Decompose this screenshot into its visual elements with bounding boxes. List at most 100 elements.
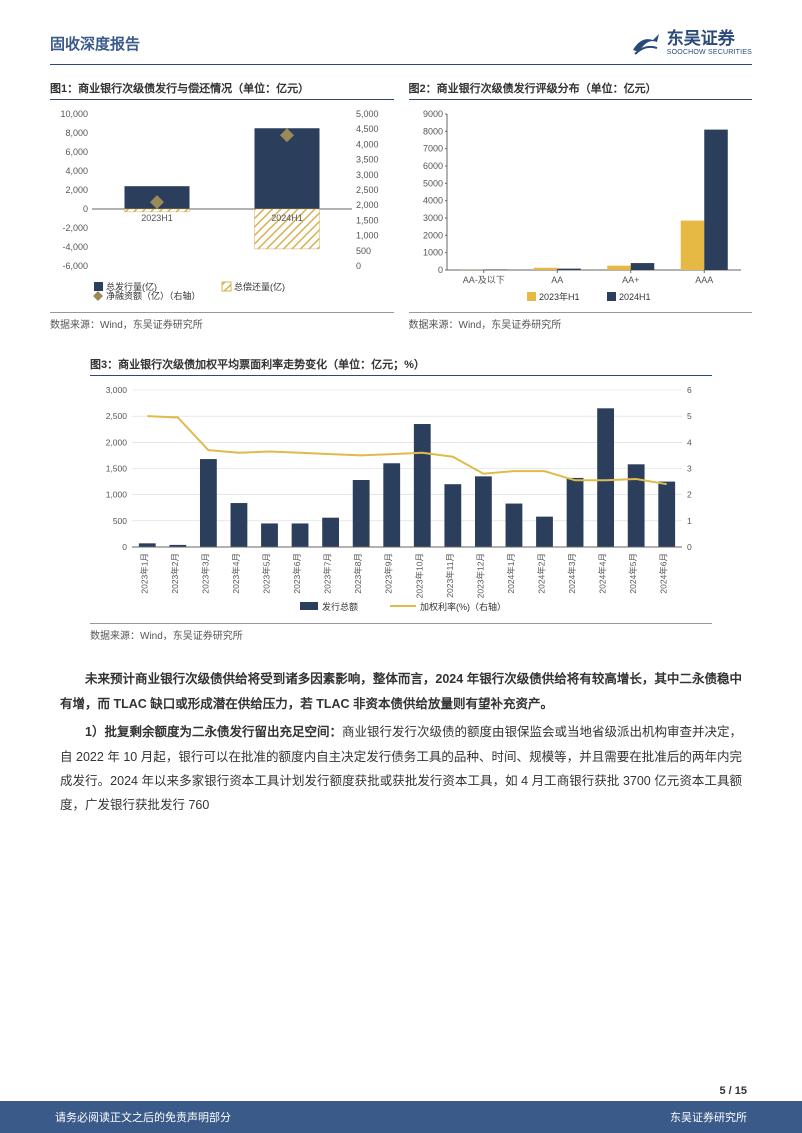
svg-text:-6,000: -6,000 — [62, 261, 88, 271]
chart1-container: 图1：商业银行次级债发行与偿还情况（单位：亿元） -6,000 -4,000 -2,… — [50, 80, 394, 331]
svg-text:3000: 3000 — [422, 213, 442, 223]
svg-text:净融资额（亿）（右轴）: 净融资额（亿）（右轴） — [106, 290, 201, 301]
svg-text:2024年1月: 2024年1月 — [506, 553, 516, 594]
chart3-source: 数据来源：Wind，东吴证券研究所 — [90, 623, 712, 642]
svg-text:2023年1月: 2023年1月 — [139, 553, 149, 594]
svg-text:1,000: 1,000 — [106, 490, 128, 500]
svg-text:2023年8月: 2023年8月 — [353, 553, 363, 594]
svg-text:2024年6月: 2024年6月 — [659, 553, 669, 594]
svg-text:2,000: 2,000 — [65, 185, 88, 195]
chart1-svg: -6,000 -4,000 -2,000 0 2,000 4,000 6,000 8,000 1… — [50, 108, 390, 308]
svg-text:5,000: 5,000 — [356, 109, 379, 119]
svg-text:AA+: AA+ — [622, 275, 639, 285]
svg-text:500: 500 — [356, 246, 371, 256]
svg-text:-4,000: -4,000 — [62, 242, 88, 252]
svg-text:2023年10月: 2023年10月 — [414, 553, 424, 598]
chart1-source: 数据来源：Wind，东吴证券研究所 — [50, 312, 394, 331]
page-header: 固收深度报告 东吴证券 SOOCHOW SECURITIES — [50, 30, 752, 56]
svg-text:-2,000: -2,000 — [62, 223, 88, 233]
svg-text:2023年4月: 2023年4月 — [231, 553, 241, 594]
chart2-source: 数据来源：Wind，东吴证券研究所 — [409, 312, 753, 331]
svg-text:0: 0 — [83, 204, 88, 214]
svg-text:4,500: 4,500 — [356, 125, 379, 135]
svg-text:2,500: 2,500 — [106, 412, 128, 422]
svg-text:发行总额: 发行总额 — [322, 601, 358, 612]
chart2-svg: 0 1000 2000 3000 4000 5000 6000 7000 8000 9000 AA-… — [409, 108, 749, 308]
footer-disclaimer: 请务必阅读正文之后的免责声明部分 — [55, 1109, 231, 1125]
chart1-title: 图1：商业银行次级债发行与偿还情况（单位：亿元） — [50, 80, 394, 100]
svg-text:2,000: 2,000 — [356, 201, 379, 211]
logo-cn-text: 东吴证券 — [667, 30, 752, 49]
svg-text:500: 500 — [113, 516, 127, 526]
svg-text:1,500: 1,500 — [106, 464, 128, 474]
svg-text:1: 1 — [687, 516, 692, 526]
svg-text:3: 3 — [687, 464, 692, 474]
svg-text:总偿还量(亿): 总偿还量(亿) — [234, 281, 285, 292]
svg-text:2024H1: 2024H1 — [619, 292, 651, 302]
svg-text:9000: 9000 — [422, 109, 442, 119]
svg-text:2023年2月: 2023年2月 — [170, 553, 180, 594]
logo-en-text: SOOCHOW SECURITIES — [667, 49, 752, 57]
svg-text:2024H1: 2024H1 — [271, 213, 303, 223]
svg-text:4: 4 — [687, 438, 692, 448]
svg-text:8000: 8000 — [422, 127, 442, 137]
svg-text:2023年9月: 2023年9月 — [384, 553, 394, 594]
svg-text:6,000: 6,000 — [65, 147, 88, 157]
svg-text:3,500: 3,500 — [356, 155, 379, 165]
svg-text:4000: 4000 — [422, 196, 442, 206]
svg-text:加权利率(%)（右轴）: 加权利率(%)（右轴） — [420, 601, 506, 612]
svg-text:2024年2月: 2024年2月 — [537, 553, 547, 594]
logo-icon — [631, 30, 661, 56]
footer-institute: 东吴证券研究所 — [670, 1109, 747, 1125]
svg-text:2024年3月: 2024年3月 — [567, 553, 577, 594]
paragraph-1: 未来预计商业银行次级债供给将受到诸多因素影响，整体而言，2024 年银行次级债供… — [60, 667, 742, 716]
svg-text:6000: 6000 — [422, 161, 442, 171]
svg-text:0: 0 — [437, 265, 442, 275]
svg-text:2023年3月: 2023年3月 — [200, 553, 210, 594]
svg-text:2000: 2000 — [422, 231, 442, 241]
page-footer: 5 / 15 请务必阅读正文之后的免责声明部分 东吴证券研究所 — [0, 1081, 802, 1133]
svg-text:2024年4月: 2024年4月 — [598, 553, 608, 594]
svg-text:2: 2 — [687, 490, 692, 500]
svg-text:5: 5 — [687, 412, 692, 422]
svg-text:1000: 1000 — [422, 248, 442, 258]
chart3-svg: 0 500 1,000 1,500 2,000 2,500 3,000 0 1 2 3 4 5 6 2023… — [90, 384, 710, 619]
svg-text:1,500: 1,500 — [356, 216, 379, 226]
svg-text:2023年11月: 2023年11月 — [445, 553, 455, 598]
svg-text:3,000: 3,000 — [106, 385, 128, 395]
svg-text:2023年5月: 2023年5月 — [262, 553, 272, 594]
svg-text:3,000: 3,000 — [356, 170, 379, 180]
svg-text:AAA: AAA — [695, 275, 713, 285]
svg-text:2023年6月: 2023年6月 — [292, 553, 302, 594]
svg-text:2023年7月: 2023年7月 — [323, 553, 333, 594]
chart2-container: 图2：商业银行次级债发行评级分布（单位：亿元） 0 1000 2000 3000 400… — [409, 80, 753, 331]
svg-text:2,500: 2,500 — [356, 185, 379, 195]
svg-text:2023年H1: 2023年H1 — [539, 291, 580, 302]
svg-text:0: 0 — [687, 542, 692, 552]
report-title: 固收深度报告 — [50, 33, 140, 54]
svg-text:2023年12月: 2023年12月 — [475, 553, 485, 598]
svg-text:6: 6 — [687, 385, 692, 395]
charts-top-row: 图1：商业银行次级债发行与偿还情况（单位：亿元） -6,000 -4,000 -2,… — [50, 80, 752, 331]
svg-text:8,000: 8,000 — [65, 128, 88, 138]
list-item-1: 1）批复剩余额度为二永债发行留出充足空间：商业银行发行次级债的额度由银保监会或当… — [60, 720, 742, 818]
chart2-title: 图2：商业银行次级债发行评级分布（单位：亿元） — [409, 80, 753, 100]
svg-text:2024年5月: 2024年5月 — [628, 553, 638, 594]
body-text: 未来预计商业银行次级债供给将受到诸多因素影响，整体而言，2024 年银行次级债供… — [50, 657, 752, 817]
svg-text:4,000: 4,000 — [65, 166, 88, 176]
svg-text:2,000: 2,000 — [106, 438, 128, 448]
svg-text:5000: 5000 — [422, 179, 442, 189]
svg-text:0: 0 — [122, 542, 127, 552]
list-item-1-label: 1）批复剩余额度为二永债发行留出充足空间： — [85, 725, 342, 739]
svg-text:AA-及以下: AA-及以下 — [462, 275, 504, 285]
chart3-title: 图3：商业银行次级债加权平均票面利率走势变化（单位：亿元；%） — [90, 356, 712, 376]
svg-text:2023H1: 2023H1 — [141, 213, 173, 223]
header-divider — [50, 64, 752, 65]
svg-text:4,000: 4,000 — [356, 140, 379, 150]
company-logo: 东吴证券 SOOCHOW SECURITIES — [631, 30, 752, 56]
svg-text:10,000: 10,000 — [60, 109, 88, 119]
chart3-container: 图3：商业银行次级债加权平均票面利率走势变化（单位：亿元；%） 0 500 1,00… — [50, 356, 752, 642]
svg-text:1,000: 1,000 — [356, 231, 379, 241]
svg-text:0: 0 — [356, 261, 361, 271]
svg-text:7000: 7000 — [422, 144, 442, 154]
